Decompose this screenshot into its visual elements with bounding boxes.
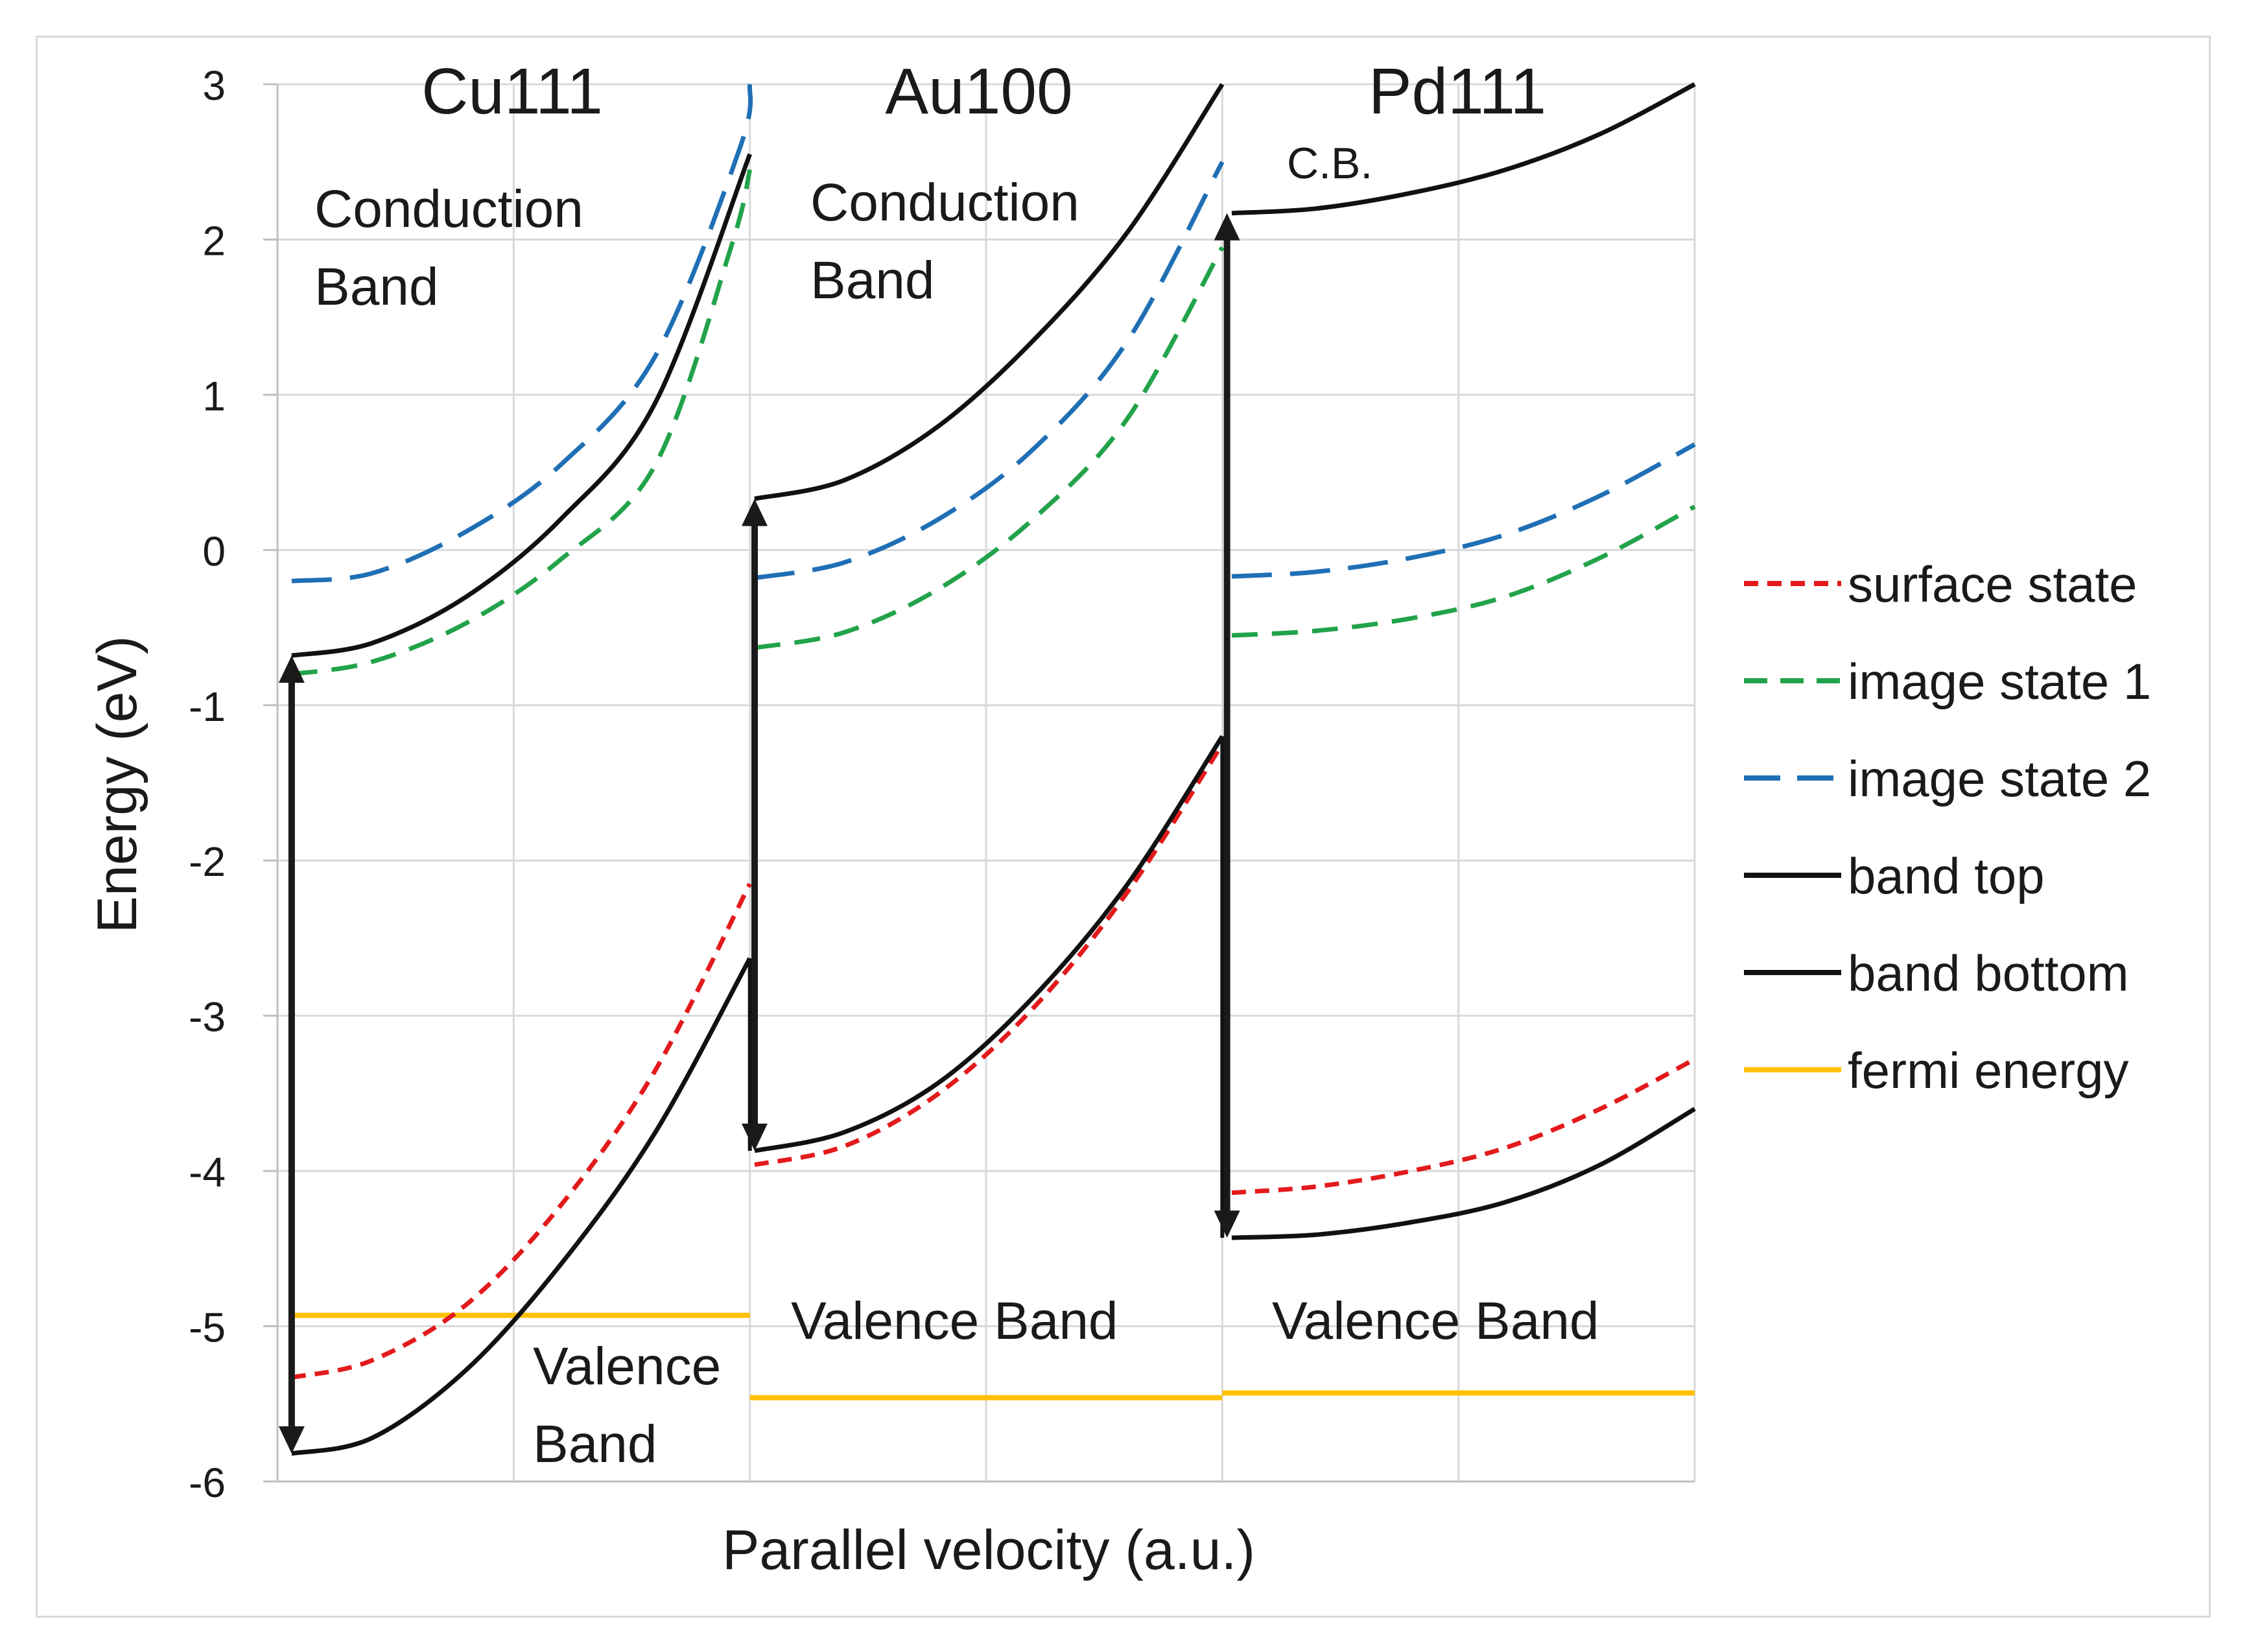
au100-gap-arrow-head-bottom	[741, 1123, 768, 1151]
au100-conduction-band-label: Conduction	[810, 173, 1079, 232]
pd111-image-state-2-line	[1231, 442, 1696, 579]
cu111-image-state-1-line	[291, 169, 753, 677]
legend: surface state image state 1 image state 2 b…	[1744, 556, 2151, 1099]
cu111-image-state-2-line	[291, 84, 753, 584]
au100-band-bottom-line	[754, 735, 1225, 1153]
legend-label-surface-state: surface state	[1848, 556, 2137, 613]
y-tick-label: 3	[202, 62, 226, 109]
cu111-conduction-band-label: Band	[314, 257, 439, 316]
pd111-band-top-line	[1231, 82, 1696, 216]
cu111-surface-state-line	[291, 882, 752, 1380]
au100-panel-title: Au100	[885, 55, 1072, 128]
gap-arrows	[278, 213, 1240, 1454]
pd111-conduction-band-label: C.B.	[1287, 139, 1372, 188]
y-tick-label: -2	[189, 838, 226, 885]
pd111-surface-state-line	[1231, 1057, 1696, 1196]
cu111-band-bottom-line	[291, 957, 752, 1456]
au100-surface-state-line	[754, 742, 1225, 1167]
y-tick-label: -1	[189, 683, 226, 730]
series	[291, 82, 1696, 1456]
au100-image-state-1-line	[754, 246, 1225, 650]
grid	[276, 83, 1696, 1483]
cu111-band-top-line	[291, 153, 752, 658]
chart-frame	[36, 36, 2211, 1618]
cu111-valence-band-label: Valence	[533, 1337, 721, 1396]
y-tick-label: -4	[189, 1149, 226, 1196]
cu111-gap-arrow-head-bottom	[278, 1426, 305, 1454]
pd111-panel-title: Pd111	[1369, 55, 1546, 128]
y-axis-title: Energy (eV)	[86, 636, 148, 934]
cu111-valence-band-label: Band	[533, 1415, 657, 1474]
legend-label-image-state-2: image state 2	[1848, 750, 2151, 807]
y-axis-ticks: 3 2 1 0 -1 -2 -3 -4 -5 -6	[189, 62, 277, 1506]
cu111-gap-arrow-head-top	[278, 655, 305, 683]
y-tick-label: -6	[189, 1459, 226, 1506]
pd111-band-bottom-line	[1231, 1107, 1696, 1240]
au100-image-state-2-line	[754, 161, 1225, 580]
au100-conduction-band-label: Band	[810, 251, 935, 310]
y-tick-label: 0	[202, 528, 226, 574]
au100-valence-band-label: Valence Band	[791, 1292, 1118, 1351]
cu111-conduction-band-label: Conduction	[314, 180, 583, 239]
pd111-gap-arrow-head-bottom	[1214, 1210, 1240, 1238]
legend-label-band-bottom: band bottom	[1848, 945, 2129, 1002]
y-tick-label: 2	[202, 217, 226, 264]
panel-labels: Cu111 Conduction Band Valence Band Au100 Condu…	[314, 55, 1599, 1474]
cu111-panel-title: Cu111	[421, 55, 603, 128]
x-axis-title: Parallel velocity (a.u.)	[722, 1519, 1255, 1581]
y-tick-label: 1	[202, 373, 226, 419]
legend-label-image-state-1: image state 1	[1848, 653, 2151, 710]
pd111-gap-arrow-head-top	[1214, 213, 1240, 241]
y-tick-label: -3	[189, 994, 226, 1041]
legend-label-fermi-energy: fermi energy	[1848, 1042, 2129, 1099]
pd111-valence-band-label: Valence Band	[1272, 1292, 1599, 1351]
legend-label-band-top: band top	[1848, 847, 2045, 904]
au100-band-top-line	[754, 83, 1225, 501]
au100-gap-arrow-head-top	[741, 499, 768, 526]
y-tick-label: -5	[189, 1304, 226, 1351]
